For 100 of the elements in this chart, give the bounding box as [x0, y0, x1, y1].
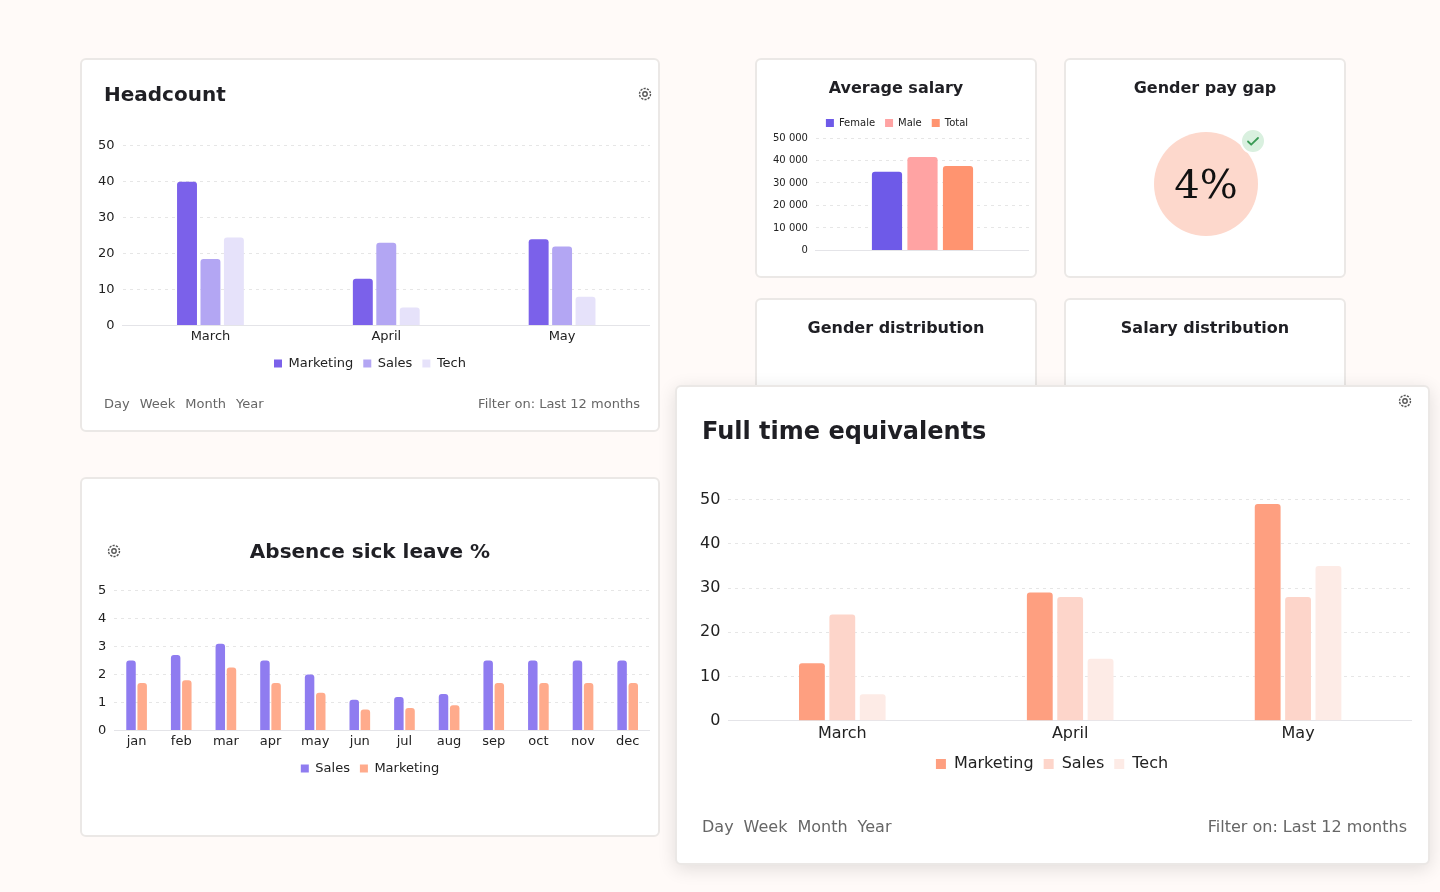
y-tick-label: 0 — [801, 243, 808, 255]
x-tick-label: March — [817, 722, 867, 742]
bar — [829, 614, 856, 721]
y-tick-label: 2 — [97, 665, 107, 681]
x-tick-label: jul — [395, 732, 413, 748]
bar — [539, 682, 549, 730]
bar — [260, 660, 270, 730]
bar — [316, 692, 326, 730]
y-tick-label: 10 — [700, 665, 721, 685]
bar — [352, 278, 373, 325]
legend-label: Male — [898, 116, 922, 128]
x-tick-label: April — [1051, 722, 1089, 742]
legend-label: Sales — [315, 759, 351, 775]
x-tick-label: May — [1281, 722, 1315, 742]
bar — [405, 708, 415, 730]
bar — [617, 660, 627, 730]
chart-title: Headcount — [104, 82, 226, 106]
y-tick-label: 30 — [700, 577, 721, 597]
bar — [528, 239, 549, 325]
bar — [177, 181, 197, 325]
bar — [799, 663, 825, 721]
y-tick-label: 4 — [97, 610, 107, 626]
bar — [449, 705, 460, 730]
bar — [628, 682, 638, 730]
y-tick-label: 1 — [97, 693, 107, 709]
bar — [1057, 596, 1084, 721]
bar — [360, 709, 371, 730]
bar — [572, 660, 583, 730]
y-tick-label: 20 — [98, 244, 115, 260]
chart-title: Absence sick leave % — [248, 539, 492, 563]
legend-label: Female — [838, 116, 876, 128]
y-tick-label: 0 — [710, 709, 721, 729]
y-tick-label: 50 — [700, 488, 721, 508]
bar — [170, 655, 181, 730]
x-tick-label: jun — [348, 732, 370, 748]
legend-label: Marketing — [288, 354, 354, 370]
bar — [1087, 658, 1114, 721]
bar — [1026, 592, 1053, 721]
x-tick-label: nov — [571, 732, 596, 748]
bar — [528, 660, 538, 730]
text: Gender distribution — [806, 318, 986, 337]
y-tick-label: 30 — [98, 209, 115, 225]
bar — [483, 660, 493, 730]
legend-label: Total — [943, 116, 969, 128]
x-tick-label: aug — [436, 732, 462, 748]
text: Month — [797, 817, 848, 836]
chart-title: Full time equivalents — [702, 417, 987, 445]
y-tick-label: 40 — [98, 173, 115, 189]
y-tick-label: 30 000 — [772, 176, 808, 188]
legend-label: Marketing — [953, 753, 1034, 773]
bar — [304, 674, 315, 730]
y-tick-label: 20 000 — [772, 199, 808, 211]
text: Salary distribution — [1119, 318, 1291, 337]
legend-label: Sales — [1061, 753, 1105, 773]
text: Day — [104, 396, 130, 411]
text: Year — [857, 817, 892, 836]
bar — [126, 660, 136, 730]
y-tick-label: 40 — [700, 533, 721, 552]
y-tick-label: 20 — [700, 621, 721, 641]
y-tick-label: 10 — [98, 280, 115, 296]
text: 4% — [1154, 132, 1258, 236]
bar — [552, 246, 573, 325]
text: Filter on: Last 12 months — [478, 396, 640, 411]
text: Year — [236, 396, 264, 411]
bar — [438, 694, 449, 730]
bar — [907, 157, 938, 250]
bar — [942, 166, 974, 250]
y-tick-label: 50 — [98, 137, 115, 153]
bar — [399, 307, 420, 325]
text: Day — [702, 817, 734, 836]
chart-title: Average salary — [827, 78, 965, 97]
legend-label: Tech — [435, 354, 467, 370]
x-tick-label: mar — [212, 732, 240, 748]
y-tick-label: 0 — [106, 316, 115, 332]
x-tick-label: May — [548, 327, 576, 343]
x-tick-label: sep — [482, 732, 506, 748]
x-tick-label: may — [301, 732, 330, 748]
y-tick-label: 5 — [97, 582, 107, 598]
bar — [394, 696, 404, 730]
bar — [1254, 504, 1281, 721]
bar — [871, 171, 903, 250]
bar — [182, 680, 192, 730]
bar — [223, 237, 244, 325]
legend-label: Marketing — [374, 759, 440, 775]
bar — [226, 667, 237, 730]
bar — [1315, 565, 1342, 721]
bar — [215, 643, 226, 730]
bar — [1285, 596, 1311, 721]
x-tick-label: jan — [125, 732, 147, 748]
bar — [349, 699, 359, 730]
bar — [200, 258, 221, 325]
y-tick-label: 10 000 — [772, 221, 808, 233]
bar — [494, 682, 505, 730]
x-tick-label: feb — [170, 732, 192, 748]
text: Week — [743, 817, 788, 836]
x-tick-label: April — [371, 327, 402, 343]
bar — [137, 682, 147, 730]
y-tick-label: 50 000 — [772, 131, 808, 143]
text: Filter on: Last 12 months — [1207, 817, 1407, 836]
x-tick-label: March — [190, 327, 231, 343]
